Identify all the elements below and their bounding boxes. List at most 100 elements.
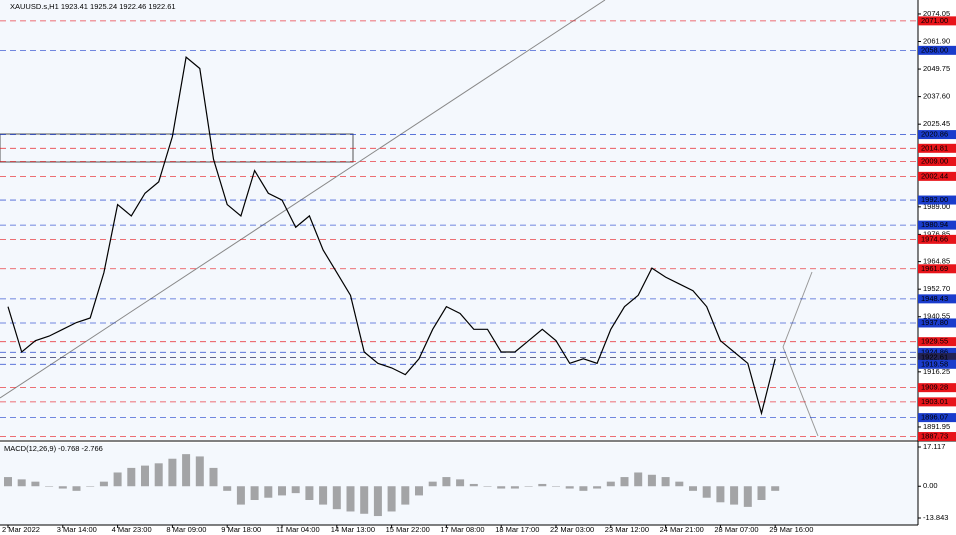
x-tick-label: 15 Mar 22:00 <box>386 525 430 534</box>
macd-bar <box>168 458 177 487</box>
level-label: 1924.86 <box>921 347 948 356</box>
macd-title: MACD(12,26,9) -0.768 -2.766 <box>4 444 103 453</box>
level-box <box>918 130 956 140</box>
y-tick-label: 2049.75 <box>923 64 950 73</box>
macd-bar <box>250 486 259 501</box>
macd-bar <box>373 486 382 517</box>
trend-line <box>0 0 606 399</box>
level-box <box>918 143 956 153</box>
macd-bar <box>634 472 643 487</box>
level-label: 2002.44 <box>921 171 948 180</box>
macd-bar <box>127 467 136 487</box>
y-tick-label: 1916.25 <box>923 367 950 376</box>
x-tick-label: 9 Mar 18:00 <box>221 525 261 534</box>
level-label: 1980.94 <box>921 220 948 229</box>
macd-bar <box>86 486 95 487</box>
level-box <box>918 195 956 205</box>
macd-bar <box>469 483 478 487</box>
macd-bar <box>510 486 519 489</box>
macd-bar <box>291 486 300 494</box>
x-tick-label: 17 Mar 08:00 <box>440 525 484 534</box>
macd-bar <box>620 477 629 487</box>
level-box <box>918 156 956 166</box>
macd-bar <box>58 486 67 489</box>
macd-bar <box>319 486 328 505</box>
level-box <box>918 347 956 357</box>
macd-bar <box>565 486 574 489</box>
y-tick-label: 1989.00 <box>923 202 950 211</box>
level-box <box>918 413 956 423</box>
macd-bar <box>606 481 615 487</box>
level-label: 1992.00 <box>921 195 948 204</box>
macd-bar <box>72 486 81 491</box>
x-tick-label: 28 Mar 07:00 <box>714 525 758 534</box>
price-line <box>7 56 776 416</box>
macd-bar <box>483 486 492 487</box>
macd-bar <box>442 477 451 487</box>
macd-tick-label: 0.00 <box>923 481 938 490</box>
level-label: 1919.58 <box>921 359 948 368</box>
level-box <box>918 359 956 369</box>
level-label: 1896.07 <box>921 413 948 422</box>
macd-bar <box>264 486 273 498</box>
macd-bar <box>552 486 560 487</box>
macd-bar <box>401 486 410 505</box>
macd-bar <box>702 486 711 498</box>
level-label: 1937.80 <box>921 318 948 327</box>
y-tick-label: 1952.70 <box>923 284 950 293</box>
macd-bar <box>236 486 245 505</box>
macd-bar <box>45 486 54 487</box>
x-tick-label: 14 Mar 13:00 <box>331 525 375 534</box>
level-label: 2071.00 <box>921 16 948 25</box>
level-box <box>918 234 956 244</box>
macd-bar <box>757 486 766 501</box>
macd-bar <box>360 486 369 514</box>
level-box <box>918 337 956 347</box>
macd-bar <box>99 481 108 487</box>
macd-bar <box>730 486 739 505</box>
y-tick-label: 1964.85 <box>923 257 950 266</box>
level-box <box>918 397 956 407</box>
macd-bar <box>428 481 437 487</box>
macd-bar <box>305 486 314 501</box>
macd-bar <box>4 477 12 487</box>
level-label: 2014.81 <box>921 143 948 152</box>
x-tick-label: 3 Mar 14:00 <box>57 525 97 534</box>
x-tick-label: 24 Mar 21:00 <box>660 525 704 534</box>
level-box <box>918 318 956 328</box>
level-label: 1974.66 <box>921 234 948 243</box>
level-box <box>918 45 956 55</box>
macd-bar <box>31 481 40 487</box>
macd-bar <box>538 483 547 487</box>
macd-bar <box>743 486 752 507</box>
y-tick-label: 1940.55 <box>923 312 950 321</box>
macd-bar <box>387 486 396 512</box>
x-tick-label: 18 Mar 17:00 <box>495 525 539 534</box>
x-tick-label: 29 Mar 16:00 <box>769 525 813 534</box>
macd-bar <box>154 463 163 487</box>
macd-tick-label: 17.117 <box>923 442 945 451</box>
level-box <box>918 432 956 442</box>
level-label: 1909.28 <box>921 383 948 392</box>
content: 2074.05 2061.90 2049.75 2037.60 2025.45 1989.… <box>0 9 956 534</box>
level-box <box>918 294 956 304</box>
macd-bar <box>716 486 725 503</box>
macd-bar <box>415 486 423 496</box>
y-tick-label: 1891.95 <box>923 422 950 431</box>
macd-bar <box>456 479 465 487</box>
level-box <box>918 264 956 274</box>
price-panel <box>0 0 918 440</box>
chart-title: XAUUSD.s,H1 1923.41 1925.24 1922.46 1922… <box>10 2 176 11</box>
level-label: 2009.00 <box>921 156 948 165</box>
macd-bar <box>661 477 670 487</box>
level-box <box>918 220 956 230</box>
y-tick-label: 2074.05 <box>923 9 950 18</box>
level-box <box>918 171 956 181</box>
y-tick-label: 1976.85 <box>923 229 950 238</box>
level-label: 1903.01 <box>921 397 948 406</box>
x-tick-label: 22 Mar 03:00 <box>550 525 594 534</box>
y-tick-label: 2061.90 <box>923 36 950 45</box>
macd-bar <box>223 486 232 491</box>
y-tick-label: 2037.60 <box>923 92 950 101</box>
